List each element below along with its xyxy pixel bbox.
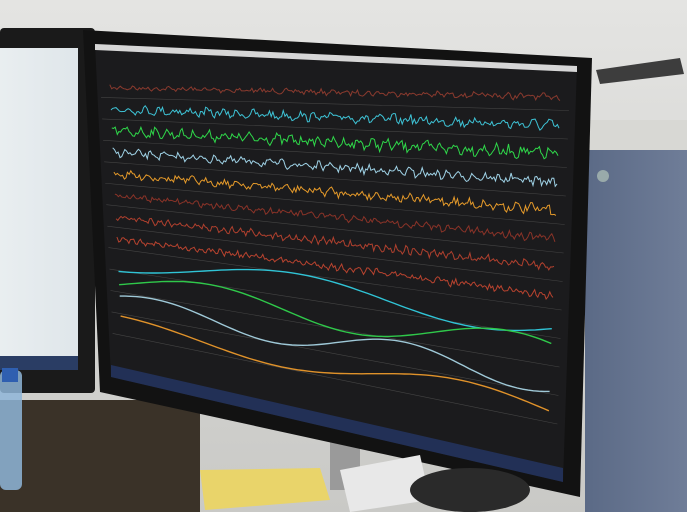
main-screen: [95, 44, 577, 482]
trace: [119, 280, 552, 345]
trace: [116, 236, 554, 301]
row-separator: [107, 225, 563, 282]
taskbar: [111, 365, 563, 482]
cubicle-panel: [585, 150, 687, 512]
trace: [113, 169, 557, 216]
row-separator: [111, 311, 559, 396]
shelf: [590, 120, 687, 150]
row-separator: [105, 182, 565, 225]
signal-traces: [101, 84, 569, 425]
bottle-cap: [2, 368, 18, 382]
sticky-notes: [200, 468, 330, 510]
row-separator: [109, 268, 561, 339]
paper: [340, 455, 430, 512]
headset: [410, 468, 530, 512]
pen-tray: [596, 58, 684, 84]
left-screen: [0, 48, 78, 370]
trace: [111, 125, 559, 160]
left-taskbar: [0, 356, 78, 370]
desk: [0, 400, 200, 512]
row-separator: [108, 247, 562, 311]
trace: [115, 215, 555, 271]
trace: [109, 84, 561, 101]
row-separator: [103, 140, 567, 168]
trace: [114, 193, 556, 243]
row-separator: [104, 161, 566, 197]
row-separator: [112, 333, 558, 425]
row-separator: [106, 204, 564, 254]
trace: [112, 147, 558, 188]
bottle: [0, 370, 22, 490]
row-separator: [102, 118, 568, 140]
clip: [597, 170, 609, 182]
row-separator: [101, 97, 569, 111]
window-title-bar: [95, 44, 577, 72]
trace: [110, 105, 560, 131]
trace: [119, 295, 550, 393]
trace: [120, 315, 550, 412]
